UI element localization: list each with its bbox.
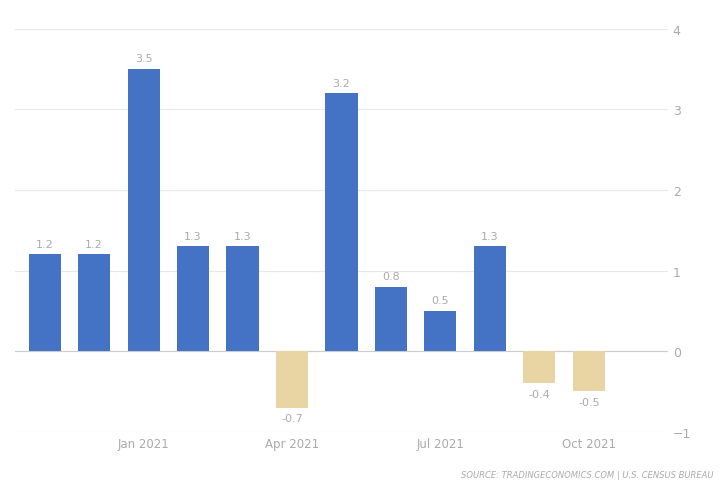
Text: SOURCE: TRADINGECONOMICS.COM | U.S. CENSUS BUREAU: SOURCE: TRADINGECONOMICS.COM | U.S. CENS…: [461, 470, 713, 479]
Bar: [127, 70, 159, 351]
Bar: [573, 351, 605, 392]
Text: 1.3: 1.3: [481, 231, 499, 241]
Bar: [226, 247, 258, 351]
Text: 1.2: 1.2: [85, 239, 103, 249]
Text: -0.5: -0.5: [578, 397, 600, 407]
Bar: [474, 247, 506, 351]
Bar: [375, 287, 407, 351]
Text: -0.4: -0.4: [529, 389, 550, 399]
Text: -0.7: -0.7: [281, 413, 303, 424]
Bar: [28, 255, 60, 351]
Text: 0.5: 0.5: [432, 296, 449, 305]
Text: 1.3: 1.3: [234, 231, 251, 241]
Text: 1.3: 1.3: [184, 231, 202, 241]
Bar: [325, 94, 357, 351]
Bar: [424, 311, 456, 351]
Bar: [177, 247, 209, 351]
Bar: [523, 351, 555, 384]
Text: 0.8: 0.8: [382, 272, 400, 281]
Text: 3.5: 3.5: [135, 54, 152, 64]
Bar: [276, 351, 308, 408]
Text: 3.2: 3.2: [333, 78, 350, 89]
Text: 1.2: 1.2: [36, 239, 54, 249]
Bar: [78, 255, 110, 351]
